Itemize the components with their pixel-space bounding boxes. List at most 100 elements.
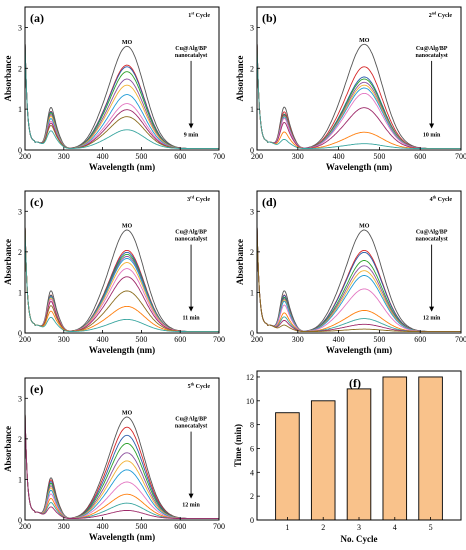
- y-tick-label: 3: [18, 207, 22, 216]
- x-tick-label: 200: [19, 335, 31, 344]
- plot-frame: [24, 190, 220, 334]
- x-tick-label: 600: [174, 522, 186, 531]
- plot-frame: [256, 190, 462, 334]
- x-tick-label: 700: [213, 152, 225, 161]
- panel-label: (b): [262, 11, 277, 25]
- cycle-label: 2nd Cycle: [429, 11, 453, 20]
- arrow-head: [429, 306, 435, 312]
- catalyst-label: Cu@Alg/BP: [175, 417, 207, 423]
- peak-label: MO: [359, 38, 370, 44]
- arrow-head: [188, 493, 194, 499]
- catalyst-label: Cu@Alg/BP: [175, 230, 207, 236]
- time-label: 12 min: [182, 503, 200, 509]
- y-axis-label: Time (min): [233, 424, 243, 467]
- time-label: 11 min: [182, 316, 200, 322]
- y-tick-label: 3: [18, 394, 22, 403]
- series-group: [25, 41, 219, 150]
- x-tick-label: 700: [213, 335, 225, 344]
- bar-1: [275, 412, 300, 521]
- time-label: 9 min: [184, 133, 199, 139]
- x-tick-label: 500: [373, 335, 385, 344]
- peak-label: MO: [122, 224, 133, 230]
- x-tick-label: 300: [292, 152, 304, 161]
- y-tick-label: 10: [246, 397, 254, 406]
- y-tick-label: 8: [250, 421, 254, 430]
- x-tick-label: 500: [135, 152, 147, 161]
- y-tick-label: 3: [250, 207, 254, 216]
- catalyst-label: nanocatalyst: [415, 53, 447, 59]
- x-axis-label: Wavelength (nm): [89, 532, 155, 542]
- x-tick-label: 700: [213, 522, 225, 531]
- panel-a: 200 300 400 500 600 700 0 1 2 3 Wavelength (nm) Abs…: [3, 6, 225, 172]
- cycle-label: 3rd Cycle: [187, 195, 210, 204]
- series-group: [25, 225, 219, 333]
- x-tick-label: 200: [251, 335, 263, 344]
- panel-label: (d): [262, 195, 277, 209]
- y-tick-label: 0: [250, 329, 254, 338]
- catalyst-label: nanocatalyst: [175, 53, 207, 59]
- x-axis-label: Wavelength (nm): [89, 345, 155, 355]
- catalyst-label: nanocatalyst: [175, 237, 207, 243]
- x-tick-label: 200: [251, 152, 263, 161]
- y-tick-label: 3: [18, 23, 22, 32]
- y-axis-label: Absorbance: [235, 239, 245, 285]
- x-tick-label: 400: [333, 335, 345, 344]
- x-tick-label: 1: [285, 523, 289, 532]
- catalyst-label: nanocatalyst: [175, 424, 207, 430]
- peak-label: MO: [122, 40, 133, 46]
- y-axis-label: Absorbance: [235, 55, 245, 101]
- x-tick-label: 600: [414, 152, 426, 161]
- series-line-11: [257, 41, 461, 150]
- panel-c: 200 300 400 500 600 700 0 1 2 3 Wavelength (nm) Abs…: [3, 190, 225, 355]
- peak-label: MO: [122, 411, 133, 417]
- x-tick-label: 400: [97, 522, 109, 531]
- y-tick-label: 2: [250, 248, 254, 257]
- panel-label: (f): [349, 376, 361, 390]
- panel-label: (e): [30, 382, 43, 396]
- y-tick-label: 2: [18, 435, 22, 444]
- panel-label: (a): [30, 11, 44, 25]
- x-tick-label: 500: [373, 152, 385, 161]
- y-tick-label: 1: [250, 288, 254, 297]
- y-tick-label: 2: [250, 64, 254, 73]
- y-tick-label: 2: [18, 248, 22, 257]
- cycle-label: 1st Cycle: [188, 11, 210, 20]
- x-tick-label: 700: [455, 335, 466, 344]
- bar-5: [418, 376, 443, 521]
- series-group: [25, 412, 219, 520]
- series-line-12: [257, 225, 461, 333]
- x-tick-label: 3: [357, 523, 361, 532]
- series-line-11: [25, 41, 219, 150]
- y-tick-label: 1: [250, 105, 254, 114]
- x-tick-label: 600: [174, 335, 186, 344]
- bar-4: [382, 376, 408, 521]
- plot-frame: [256, 370, 462, 521]
- x-tick-label: 500: [135, 522, 147, 531]
- panel-d: 200 300 400 500 600 700 0 1 2 3 Wavelength (nm) Abs…: [235, 190, 466, 355]
- y-tick-label: 3: [250, 23, 254, 32]
- panel-b: 200 300 400 500 600 700 0 1 2 3 Wavelength (nm) Abs…: [235, 6, 466, 172]
- x-tick-label: 400: [333, 152, 345, 161]
- y-tick-label: 2: [250, 492, 254, 501]
- x-tick-label: 300: [292, 335, 304, 344]
- catalyst-label: nanocatalyst: [415, 237, 447, 243]
- panel-label: (c): [30, 195, 43, 209]
- y-tick-label: 1: [18, 288, 22, 297]
- x-tick-label: 5: [429, 523, 433, 532]
- x-axis-label: No. Cycle: [341, 534, 378, 544]
- x-tick-label: 300: [58, 522, 70, 531]
- panel-e: 200 300 400 500 600 700 0 1 2 3 Wavelength (nm) Abs…: [3, 377, 225, 542]
- cycle-label: 5th Cycle: [188, 382, 211, 391]
- x-tick-label: 2: [321, 523, 325, 532]
- arrow-head: [188, 306, 194, 312]
- y-axis-label: Absorbance: [3, 55, 13, 101]
- x-axis-label: Wavelength (nm): [89, 162, 155, 172]
- arrow-head: [429, 123, 435, 129]
- plot-frame: [256, 6, 462, 151]
- y-tick-label: 2: [18, 64, 22, 73]
- catalyst-label: Cu@Alg/BP: [416, 46, 448, 52]
- peak-label: MO: [359, 224, 370, 230]
- series-group: [257, 41, 461, 150]
- catalyst-label: Cu@Alg/BP: [416, 230, 448, 236]
